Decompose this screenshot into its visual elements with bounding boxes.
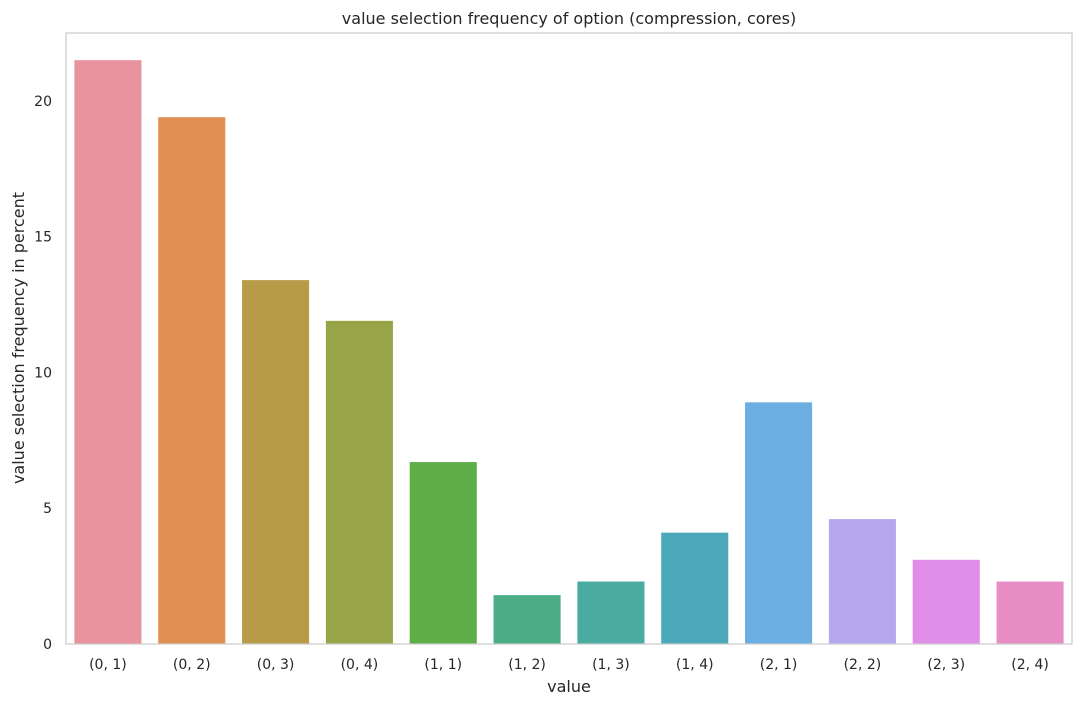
bar [828,519,896,644]
bar [912,559,980,644]
y-tick-label: 0 [43,637,52,653]
bar [409,462,477,644]
axes-layer: (0, 1) (0, 2) (0, 3) (0, 4) (1, 1) (1, 2) (1, … [34,32,1073,673]
x-tick-label: (1, 1) [424,657,462,673]
x-tick-label: (1, 2) [508,657,546,673]
plot-frame [65,32,1073,645]
x-tick-label: (1, 4) [676,657,714,673]
y-tick-label: 15 [34,230,52,246]
bars-layer [74,60,1064,644]
bar [325,320,393,644]
x-tick-label: (2, 3) [927,657,965,673]
y-tick-label: 20 [34,94,52,110]
x-tick-label: (2, 2) [844,657,882,673]
y-tick-label: 10 [34,365,52,381]
bar [74,60,142,644]
chart-title: value selection frequency of option (com… [342,9,796,28]
x-tick-label: (0, 4) [341,657,379,673]
x-tick-label: (0, 3) [257,657,295,673]
bar [577,581,645,644]
bar [661,532,729,644]
bar [745,402,813,644]
x-tick-label: (2, 1) [760,657,798,673]
x-axis-title: value [547,677,591,696]
x-tick-label: (1, 3) [592,657,630,673]
bar [242,280,310,644]
bar [158,117,226,644]
bar [996,581,1064,644]
bar [493,595,561,644]
y-tick-label: 5 [43,501,52,517]
x-tick-label: (0, 1) [89,657,127,673]
y-axis-title: value selection frequency in percent [9,192,28,484]
x-tick-label: (0, 2) [173,657,211,673]
x-tick-label: (2, 4) [1011,657,1049,673]
